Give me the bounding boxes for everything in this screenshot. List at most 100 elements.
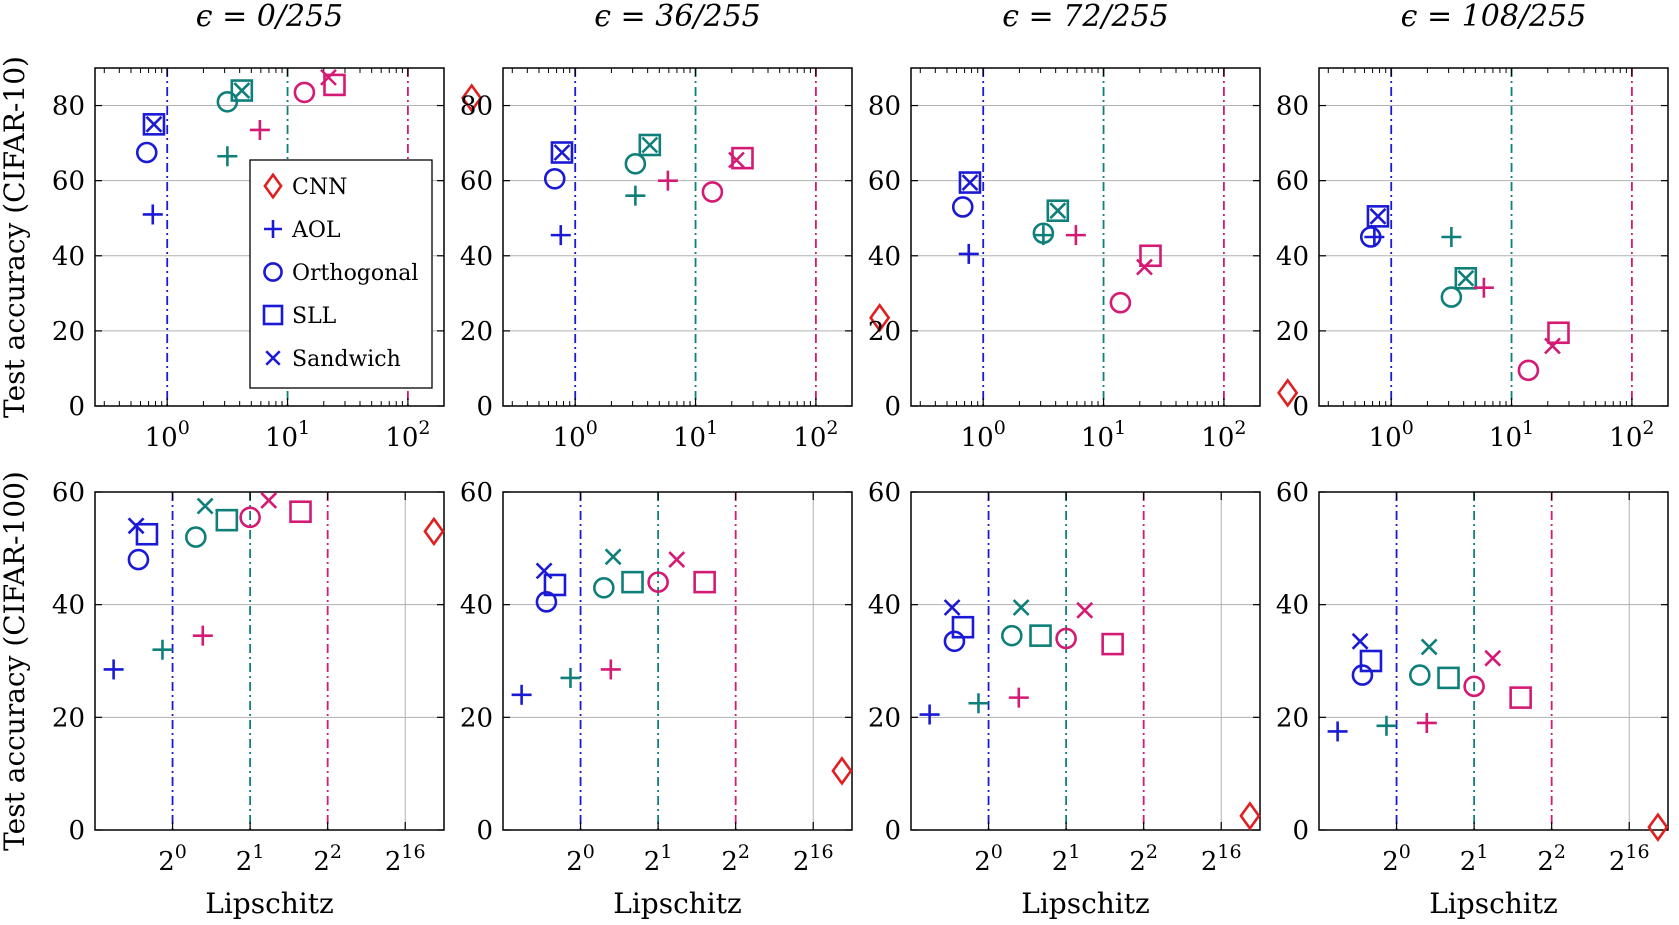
legend-label-cnn: CNN (292, 175, 347, 200)
panel-r0-c1: 0 20 40 60 80 100 101 102 ϵ = 36/255 (460, 0, 891, 453)
y-tick-label: 20 (52, 317, 85, 347)
point-sll-magenta (323, 73, 346, 97)
point-sll-blue (550, 141, 574, 164)
y-tick-label: 60 (460, 478, 493, 508)
point-sll-magenta (731, 146, 754, 170)
x-tick-label: 21 (236, 841, 265, 877)
x-tick-label: 20 (158, 841, 187, 877)
point-sll-teal (230, 79, 254, 102)
x-tick-label: 22 (1129, 841, 1158, 877)
point-sll-blue (951, 615, 975, 639)
point-sll-teal (621, 570, 644, 594)
point-orthogonal-magenta (1517, 359, 1540, 382)
x-tick-label: 102 (1201, 417, 1246, 453)
y-tick-label: 80 (460, 92, 493, 122)
x-tick-label: 102 (385, 417, 430, 453)
x-tick-label: 100 (553, 417, 598, 453)
point-orthogonal-magenta (1055, 627, 1077, 650)
point-sandwich-magenta (260, 492, 278, 509)
y-axis-label: Test accuracy (CIFAR-10) (0, 56, 31, 418)
x-tick-label: 101 (1489, 417, 1534, 453)
point-aol-teal (152, 639, 173, 660)
point-sandwich-magenta (320, 68, 337, 86)
point-aol-teal (560, 667, 581, 688)
panel-title: ϵ = 108/255 (1401, 0, 1587, 34)
point-orthogonal-teal (185, 526, 207, 548)
y-tick-label: 0 (68, 816, 85, 846)
x-tick-label: 20 (1382, 841, 1411, 877)
point-sll-teal (1437, 666, 1460, 690)
point-aol-magenta (1008, 687, 1029, 708)
y-tick-label: 80 (868, 92, 901, 122)
panel-title: ϵ = 72/255 (1002, 0, 1169, 34)
x-tick-label: 21 (1460, 841, 1489, 877)
point-orthogonal-teal (1001, 624, 1023, 647)
y-tick-label: 40 (868, 242, 901, 272)
point-cnn-red (1647, 812, 1669, 842)
legend: CNN AOL Orthogonal SLL Sandwich (249, 159, 433, 389)
point-sll-blue (142, 113, 166, 136)
x-axis-label: Lipschitz (205, 887, 334, 920)
point-aol-magenta (249, 119, 270, 140)
point-cnn-red (1277, 378, 1299, 408)
y-tick-label: 60 (868, 478, 901, 508)
plot-frame (1318, 491, 1669, 831)
point-orthogonal-magenta (1463, 675, 1485, 698)
y-tick-label: 0 (884, 392, 901, 422)
point-sandwich-magenta (668, 551, 686, 569)
x-axis-label: Lipschitz (1021, 887, 1150, 920)
point-orthogonal-blue (135, 141, 158, 164)
panel-r0-c2: 0 20 40 60 80 100 101 102 ϵ = 72/255 (868, 0, 1299, 453)
y-tick-label: 80 (52, 92, 85, 122)
point-sandwich-magenta (1484, 649, 1502, 667)
x-tick-label: 100 (961, 417, 1006, 453)
point-aol-magenta (1416, 712, 1437, 733)
y-tick-label: 60 (52, 478, 85, 508)
point-orthogonal-magenta (1109, 291, 1132, 314)
point-aol-teal (217, 146, 238, 167)
point-aol-blue (142, 204, 163, 225)
y-axis-label: Test accuracy (CIFAR-100) (0, 471, 31, 851)
point-orthogonal-blue (943, 630, 966, 653)
point-sandwich-magenta (728, 151, 745, 169)
panel-title: ϵ = 36/255 (594, 0, 761, 34)
point-aol-magenta (657, 170, 678, 191)
x-axis-label: Lipschitz (613, 887, 742, 920)
point-sll-teal (638, 133, 662, 157)
point-orthogonal-teal (593, 576, 615, 599)
point-aol-blue (958, 243, 979, 264)
point-orthogonal-blue (543, 167, 566, 190)
point-aol-blue (103, 659, 124, 680)
y-tick-label: 20 (460, 703, 493, 733)
point-sll-blue (1366, 205, 1390, 228)
x-tick-label: 22 (721, 841, 750, 877)
point-sandwich-blue (943, 599, 961, 616)
point-cnn-red (461, 83, 483, 113)
legend-label-aol: AOL (291, 218, 341, 243)
plot-frame (94, 491, 445, 831)
y-tick-label: 20 (460, 317, 493, 347)
point-orthogonal-teal (1440, 286, 1463, 308)
point-sll-teal (1046, 199, 1070, 223)
point-sll-magenta (1101, 632, 1124, 656)
point-sandwich-magenta (1076, 601, 1094, 619)
point-sll-blue (135, 522, 159, 546)
x-tick-label: 216 (1201, 841, 1242, 877)
y-tick-label: 0 (476, 392, 493, 422)
y-tick-label: 60 (1276, 167, 1309, 197)
point-cnn-red (1239, 801, 1261, 831)
x-tick-label: 102 (793, 417, 838, 453)
panel-title: ϵ = 0/255 (196, 0, 343, 34)
panel-r1-c0: 0 20 40 60 20 21 22 216 Lipschitz Test accuracy (… (0, 471, 445, 920)
point-sandwich-teal (1420, 638, 1438, 656)
y-tick-label: 40 (52, 591, 85, 621)
y-tick-label: 60 (52, 167, 85, 197)
y-tick-label: 0 (68, 392, 85, 422)
point-aol-magenta (192, 625, 213, 646)
point-sandwich-blue (127, 517, 145, 535)
point-aol-blue (550, 225, 571, 246)
point-sll-magenta (289, 500, 312, 524)
legend-marker-orthogonal (263, 262, 283, 282)
plot-frame (502, 491, 853, 831)
